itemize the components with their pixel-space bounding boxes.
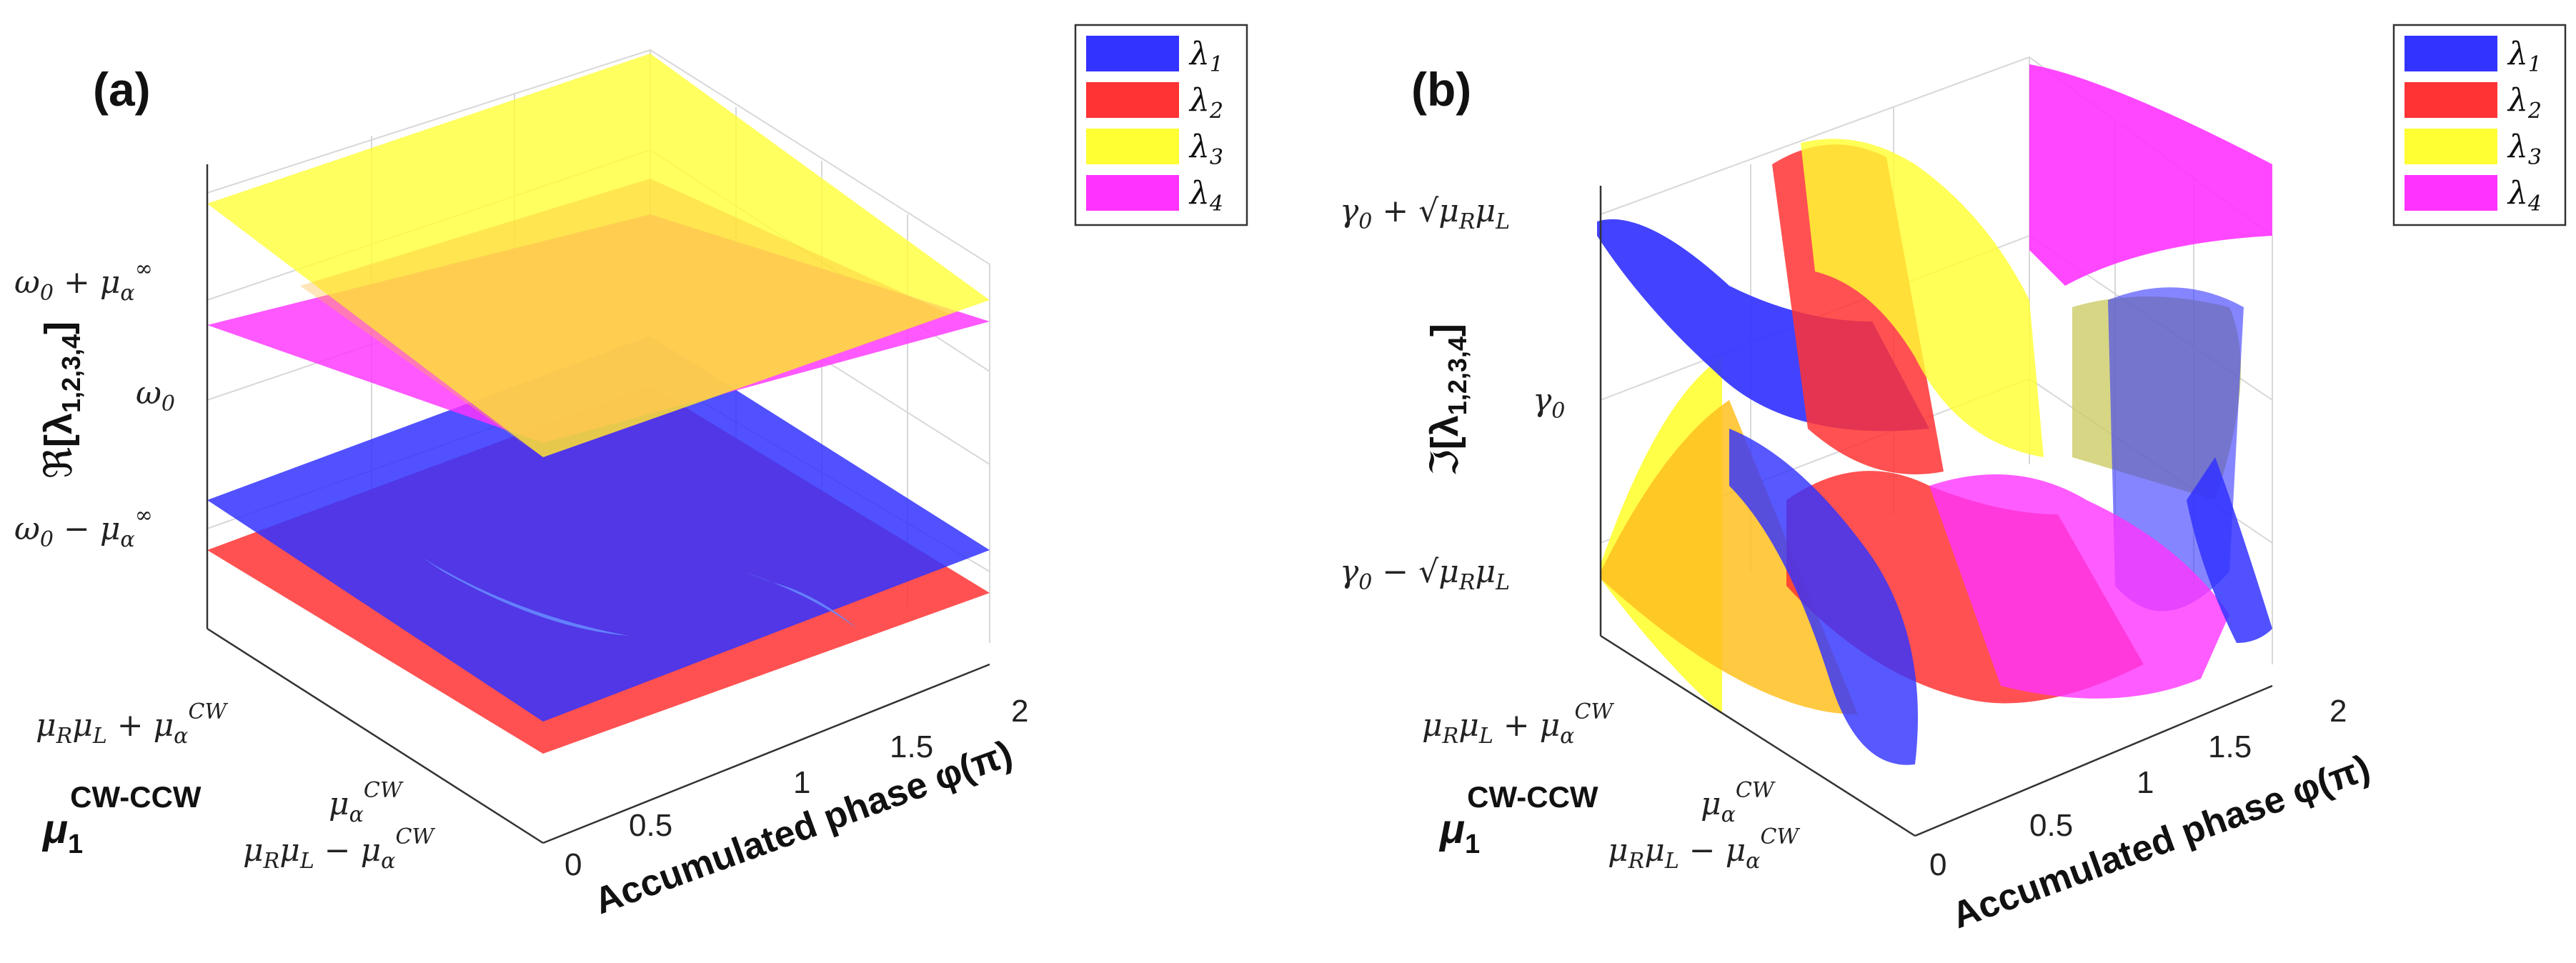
surface-lambda3-b-left2	[1601, 400, 1858, 714]
panel-a-axes	[206, 164, 990, 844]
legend-swatch-lambda1-b	[2405, 36, 2497, 71]
legend-swatch-lambda3	[1086, 129, 1179, 164]
z-tick-gamma0-plus: γ0 + √μRμL	[1340, 193, 1510, 234]
surface-lambda1-a	[207, 336, 990, 722]
panel-b-zlabel: ℑ[λ1,2,3,4]	[1422, 324, 1472, 476]
legend-label-lambda2-b: λ2	[2507, 82, 2542, 124]
legend-label-lambda1: λ1	[1188, 36, 1223, 77]
surface-lambda1-b-bottom	[1729, 429, 1918, 765]
y-tick-murml-plus: μRμL + μαCW	[36, 699, 228, 749]
x-tick-0-b: 0	[1929, 847, 1946, 882]
legend-label-lambda1-b: λ1	[2507, 36, 2542, 77]
legend-label-lambda3: λ3	[1188, 129, 1223, 170]
panel-b-ylabel: μ1CW-CCW	[1438, 780, 1598, 859]
x-tick-2-b: 2	[2329, 694, 2347, 729]
y-tick-mu-alpha-b: μαCW	[1701, 778, 1776, 827]
legend-swatch-lambda2	[1086, 82, 1179, 118]
legend-swatch-lambda2-b	[2405, 82, 2497, 118]
panel-b-surfaces	[1597, 64, 2272, 765]
x-tick-1: 1	[793, 765, 810, 800]
panel-a-surfaces	[207, 54, 990, 754]
legend-label-lambda4: λ4	[1188, 175, 1223, 216]
legend-swatch-lambda1	[1086, 36, 1179, 71]
panel-b-xlabel: Accumulated phase φ(π)	[1946, 747, 2375, 937]
z-tick-omega0-minus: ω0 − μα∞	[14, 503, 153, 552]
panel-a-zticks: ω0 + μα∞ ω0 ω0 − μα∞	[14, 256, 175, 552]
legend-swatch-lambda4-b	[2405, 175, 2497, 211]
surface-lambda4-b-top	[2029, 64, 2272, 286]
x-tick-0: 0	[565, 847, 582, 882]
x-tick-1.5: 1.5	[890, 729, 933, 764]
panel-b-legend: λ1 λ2 λ3 λ4	[2392, 24, 2567, 226]
legend-label-lambda4-b: λ4	[2507, 175, 2542, 216]
y-tick-murml-minus: μRμL − μαCW	[243, 824, 435, 874]
surface-lambda3-b-mid	[1801, 139, 2044, 458]
panel-b: (b)	[1340, 24, 2567, 937]
y-tick-murml-minus-b: μRμL − μαCW	[1608, 824, 1800, 874]
panel-b-letter: (b)	[1411, 63, 1471, 116]
panel-a-ylabel: μ1CW-CCW	[41, 780, 202, 859]
panel-a-xticks: 0 0.5 1 1.5 2	[565, 694, 1028, 882]
panel-b-zticks: γ0 + √μRμL γ0 γ0 − √μRμL	[1340, 193, 1565, 595]
legend-label-lambda3-b: λ3	[2507, 129, 2542, 170]
panel-b-axes	[1599, 186, 2273, 837]
panel-b-yticks: μRμL + μαCW μαCW μRμL − μαCW	[1422, 699, 1800, 874]
panel-a-zlabel: ℜ[λ1,2,3,4]	[36, 321, 86, 479]
surface-lambda4-b-bottom	[1929, 474, 2229, 699]
legend-swatch-lambda3-b	[2405, 129, 2497, 164]
svg-text:ℜ[λ1,2,3,4]: ℜ[λ1,2,3,4]	[36, 321, 86, 479]
panel-a: (a)	[14, 24, 1248, 922]
z-tick-gamma0-minus: γ0 − √μRμL	[1340, 554, 1510, 595]
x-tick-1-b: 1	[2137, 765, 2154, 800]
panel-a-letter: (a)	[93, 63, 151, 116]
z-tick-omega0: ω0	[136, 375, 175, 416]
panel-b-xticks: 0 0.5 1 1.5 2	[1929, 694, 2347, 882]
panel-a-legend: λ1 λ2 λ3 λ4	[1074, 24, 1248, 226]
surface-overlap-a	[300, 179, 950, 457]
y-tick-murml-plus-b: μRμL + μαCW	[1422, 699, 1614, 749]
x-tick-0.5: 0.5	[629, 808, 672, 843]
svg-text:ℑ[λ1,2,3,4]: ℑ[λ1,2,3,4]	[1422, 324, 1472, 476]
z-tick-gamma0: γ0	[1533, 382, 1565, 424]
surface-lambda1-b-rightfold	[2187, 457, 2272, 643]
z-tick-omega0-plus: ω0 + μα∞	[14, 256, 153, 306]
legend-label-lambda2: λ2	[1188, 82, 1223, 124]
surface-lambda3-a	[207, 54, 990, 457]
x-tick-1.5-b: 1.5	[2208, 729, 2252, 764]
x-tick-2: 2	[1011, 694, 1028, 729]
panel-a-yticks: μRμL + μαCW μαCW μRμL − μαCW	[36, 699, 435, 874]
y-tick-mu-alpha: μαCW	[329, 778, 404, 827]
x-tick-0.5-b: 0.5	[2029, 808, 2073, 843]
legend-swatch-lambda4	[1086, 175, 1179, 211]
